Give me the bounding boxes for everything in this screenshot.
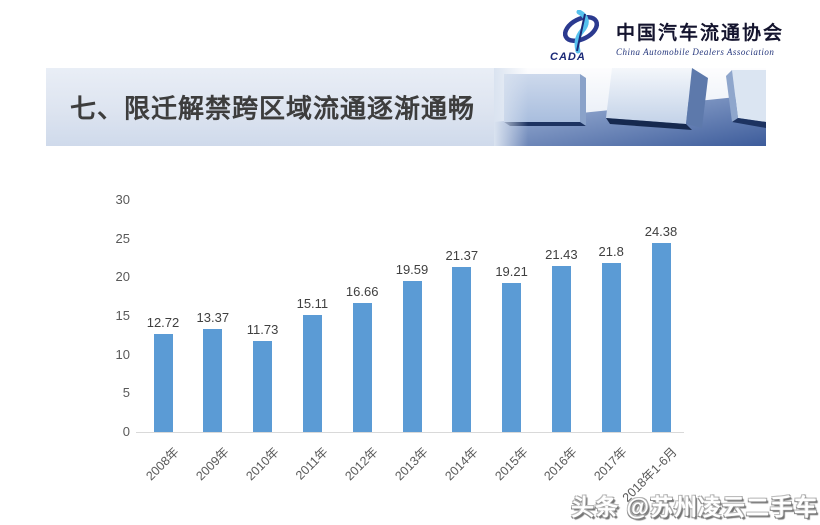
bar-value-label: 11.73 [246, 322, 279, 338]
bar-2017年 [601, 263, 621, 432]
watermark-text: 头条 @苏州凌云二手车 [571, 494, 818, 520]
cubes-decoration [494, 68, 766, 146]
y-axis-tick-label: 30 [115, 192, 130, 207]
bar-2013年 [402, 280, 422, 432]
x-axis-line [136, 432, 684, 433]
bar-value-label: 12.72 [146, 314, 180, 330]
bar-value-label: 15.11 [296, 296, 329, 312]
bar-2015年 [502, 283, 522, 432]
bar-2008年 [153, 333, 173, 432]
bar-value-label: 19.21 [495, 264, 528, 280]
cada-logo: CADA 中国汽车流通协会 China Automobile Dealers A… [548, 9, 798, 63]
y-axis-tick-label: 25 [115, 230, 130, 246]
bar-value-label: 16.66 [345, 284, 379, 300]
bar-2018年1-6月 [651, 243, 671, 432]
bar-value-label: 21.43 [545, 247, 578, 263]
bar-value-label: 24.38 [644, 224, 678, 240]
y-axis-tick-label: 20 [115, 269, 130, 285]
slide-title: 七、限迁解禁跨区域流通逐渐通畅 [70, 93, 476, 124]
y-axis-tick-label: 5 [122, 385, 130, 401]
y-axis-tick-label: 0 [122, 424, 130, 439]
slide-title-bar: 七、限迁解禁跨区域流通逐渐通畅 [46, 68, 766, 146]
cada-logo-english-name: China Automobile Dealers Association [616, 47, 775, 57]
cada-logo-icon: CADA [548, 9, 610, 63]
bar-2012年 [352, 303, 372, 432]
bar-value-label: 21.37 [445, 247, 479, 263]
bar-2014年 [452, 266, 472, 432]
bar-value-label: 19.59 [395, 261, 429, 277]
bar-2009年 [203, 328, 223, 432]
y-axis-tick-label: 10 [115, 346, 130, 362]
bar-2010年 [253, 341, 273, 432]
bar-chart: 0 5 10 15 20 25 30 12.72 2008年 13.37 2009年 11.73 201… [103, 188, 743, 505]
cada-logo-texts: 中国汽车流通协会 China Automobile Dealers Associ… [610, 10, 784, 62]
bar-2016年 [551, 266, 571, 432]
y-axis-tick-label: 15 [115, 308, 130, 323]
cada-logo-glyph: CADA [550, 9, 600, 63]
bar-value-label: 21.8 [598, 244, 624, 260]
bar-2011年 [302, 315, 322, 432]
cada-logo-chinese-name: 中国汽车流通协会 [616, 23, 785, 44]
bar-value-label: 13.37 [196, 309, 230, 325]
cada-acronym: CADA [550, 51, 586, 62]
